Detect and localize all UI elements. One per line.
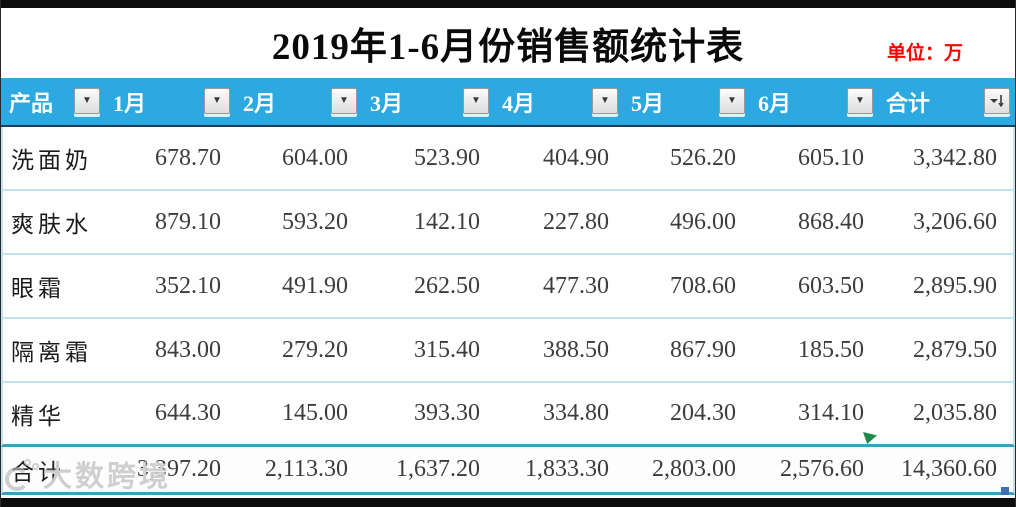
value-cell: 185.50 bbox=[798, 336, 864, 363]
value-cell: 279.20 bbox=[282, 336, 348, 363]
filter-button-product[interactable]: ▼ bbox=[74, 88, 100, 114]
value-cell: 2,035.80 bbox=[913, 400, 997, 426]
total-value-cell: 1,637.20 bbox=[396, 456, 480, 482]
filter-sort-applied-icon bbox=[990, 95, 1004, 108]
filter-button-jan[interactable]: ▼ bbox=[204, 88, 230, 114]
value-cell: 526.20 bbox=[670, 144, 736, 171]
value-cell: 404.90 bbox=[543, 144, 609, 171]
product-cell: 爽肤水 bbox=[11, 212, 92, 237]
filter-dropdown-icon: ▼ bbox=[82, 95, 92, 106]
selection-fill-handle[interactable] bbox=[1001, 487, 1009, 495]
table-total-row: 合计 3,397.20 2,113.30 1,637.20 1,833.30 2… bbox=[1, 447, 1015, 495]
filter-button-may[interactable]: ▼ bbox=[719, 88, 745, 114]
total-value-cell: 1,833.30 bbox=[525, 456, 609, 482]
filter-button-jun[interactable]: ▼ bbox=[847, 88, 873, 114]
unit-label: 单位：万 bbox=[886, 43, 963, 64]
table-header-row: 产品 ▼ 1月 ▼ 2月 ▼ 3月 ▼ 4月 ▼ 5月 ▼ bbox=[1, 78, 1015, 127]
value-cell: 867.90 bbox=[670, 336, 736, 363]
filter-button-feb[interactable]: ▼ bbox=[331, 88, 357, 114]
product-cell: 精华 bbox=[11, 403, 65, 429]
bottom-black-bar bbox=[1, 498, 1015, 507]
value-cell: 605.10 bbox=[798, 144, 864, 171]
header-cell-product: 产品 ▼ bbox=[1, 78, 105, 125]
value-cell: 879.10 bbox=[155, 208, 221, 235]
header-label-apr: 4月 bbox=[502, 90, 536, 116]
filter-dropdown-icon: ▼ bbox=[339, 95, 349, 106]
value-cell: 708.60 bbox=[670, 272, 736, 299]
total-label-cell: 合计 bbox=[11, 459, 65, 485]
filter-dropdown-icon: ▼ bbox=[471, 95, 481, 106]
header-label-total: 合计 bbox=[886, 90, 931, 116]
total-value-cell: 3,397.20 bbox=[137, 456, 221, 482]
value-cell: 3,206.60 bbox=[913, 208, 997, 235]
value-cell: 142.10 bbox=[414, 208, 480, 235]
filter-dropdown-icon: ▼ bbox=[727, 95, 737, 106]
value-cell: 523.90 bbox=[414, 144, 480, 171]
value-cell: 3,342.80 bbox=[913, 144, 997, 171]
value-cell: 644.30 bbox=[155, 400, 221, 426]
table-row: 眼霜 352.10 491.90 262.50 477.30 708.60 60… bbox=[1, 255, 1015, 319]
filter-button-apr[interactable]: ▼ bbox=[592, 88, 618, 114]
value-cell: 145.00 bbox=[282, 400, 348, 426]
filter-dropdown-icon: ▼ bbox=[600, 95, 610, 106]
product-cell: 洗面奶 bbox=[11, 148, 92, 173]
value-cell: 314.10 bbox=[798, 400, 864, 426]
header-cell-feb: 2月 ▼ bbox=[235, 78, 362, 125]
total-value-cell: 14,360.60 bbox=[901, 456, 997, 482]
value-cell: 604.00 bbox=[282, 144, 348, 171]
product-cell: 眼霜 bbox=[11, 276, 65, 301]
value-cell: 227.80 bbox=[543, 208, 609, 235]
filter-button-mar[interactable]: ▼ bbox=[463, 88, 489, 114]
header-cell-mar: 3月 ▼ bbox=[362, 78, 494, 125]
table-row: 洗面奶 678.70 604.00 523.90 404.90 526.20 6… bbox=[1, 127, 1015, 191]
value-cell: 334.80 bbox=[543, 400, 609, 426]
value-cell: 477.30 bbox=[543, 272, 609, 299]
value-cell: 868.40 bbox=[798, 208, 864, 235]
header-label-jan: 1月 bbox=[113, 90, 147, 116]
header-label-may: 5月 bbox=[631, 90, 665, 116]
top-black-bar bbox=[1, 0, 1015, 8]
sales-table: 产品 ▼ 1月 ▼ 2月 ▼ 3月 ▼ 4月 ▼ 5月 ▼ bbox=[1, 78, 1015, 495]
table-row: 隔离霜 843.00 279.20 315.40 388.50 867.90 1… bbox=[1, 319, 1015, 383]
table-row: 爽肤水 879.10 593.20 142.10 227.80 496.00 8… bbox=[1, 191, 1015, 255]
total-value-cell: 2,113.30 bbox=[264, 456, 348, 482]
product-cell: 隔离霜 bbox=[11, 340, 92, 365]
filter-dropdown-icon: ▼ bbox=[212, 95, 222, 106]
value-cell: 315.40 bbox=[414, 336, 480, 363]
value-cell: 843.00 bbox=[155, 336, 221, 363]
table-row: 精华 644.30 145.00 393.30 334.80 204.30 31… bbox=[1, 383, 1015, 447]
header-cell-may: 5月 ▼ bbox=[623, 78, 750, 125]
value-cell: 496.00 bbox=[670, 208, 736, 235]
header-label-product: 产品 bbox=[9, 90, 54, 116]
value-cell: 603.50 bbox=[798, 272, 864, 299]
header-label-jun: 6月 bbox=[758, 90, 792, 116]
header-cell-jan: 1月 ▼ bbox=[105, 78, 235, 125]
value-cell: 262.50 bbox=[414, 272, 480, 299]
total-value-cell: 2,803.00 bbox=[652, 456, 736, 482]
value-cell: 491.90 bbox=[282, 272, 348, 299]
value-cell: 388.50 bbox=[543, 336, 609, 363]
value-cell: 593.20 bbox=[282, 208, 348, 235]
filter-button-total-sorted[interactable] bbox=[984, 88, 1010, 114]
value-cell: 204.30 bbox=[670, 400, 736, 426]
filter-dropdown-icon: ▼ bbox=[855, 95, 865, 106]
header-cell-total: 合计 bbox=[878, 78, 1015, 125]
header-cell-jun: 6月 ▼ bbox=[750, 78, 878, 125]
title-band: 2019年1-6月份销售额统计表 单位：万 bbox=[1, 8, 1015, 78]
total-value-cell: 2,576.60 bbox=[780, 456, 864, 482]
header-cell-apr: 4月 ▼ bbox=[494, 78, 623, 125]
value-cell: 2,895.90 bbox=[913, 272, 997, 299]
value-cell: 2,879.50 bbox=[913, 336, 997, 363]
value-cell: 352.10 bbox=[155, 272, 221, 299]
page-title: 2019年1-6月份销售额统计表 bbox=[271, 27, 745, 68]
value-cell: 678.70 bbox=[155, 144, 221, 171]
header-label-mar: 3月 bbox=[370, 90, 404, 116]
value-cell: 393.30 bbox=[414, 400, 480, 426]
header-label-feb: 2月 bbox=[243, 90, 277, 116]
